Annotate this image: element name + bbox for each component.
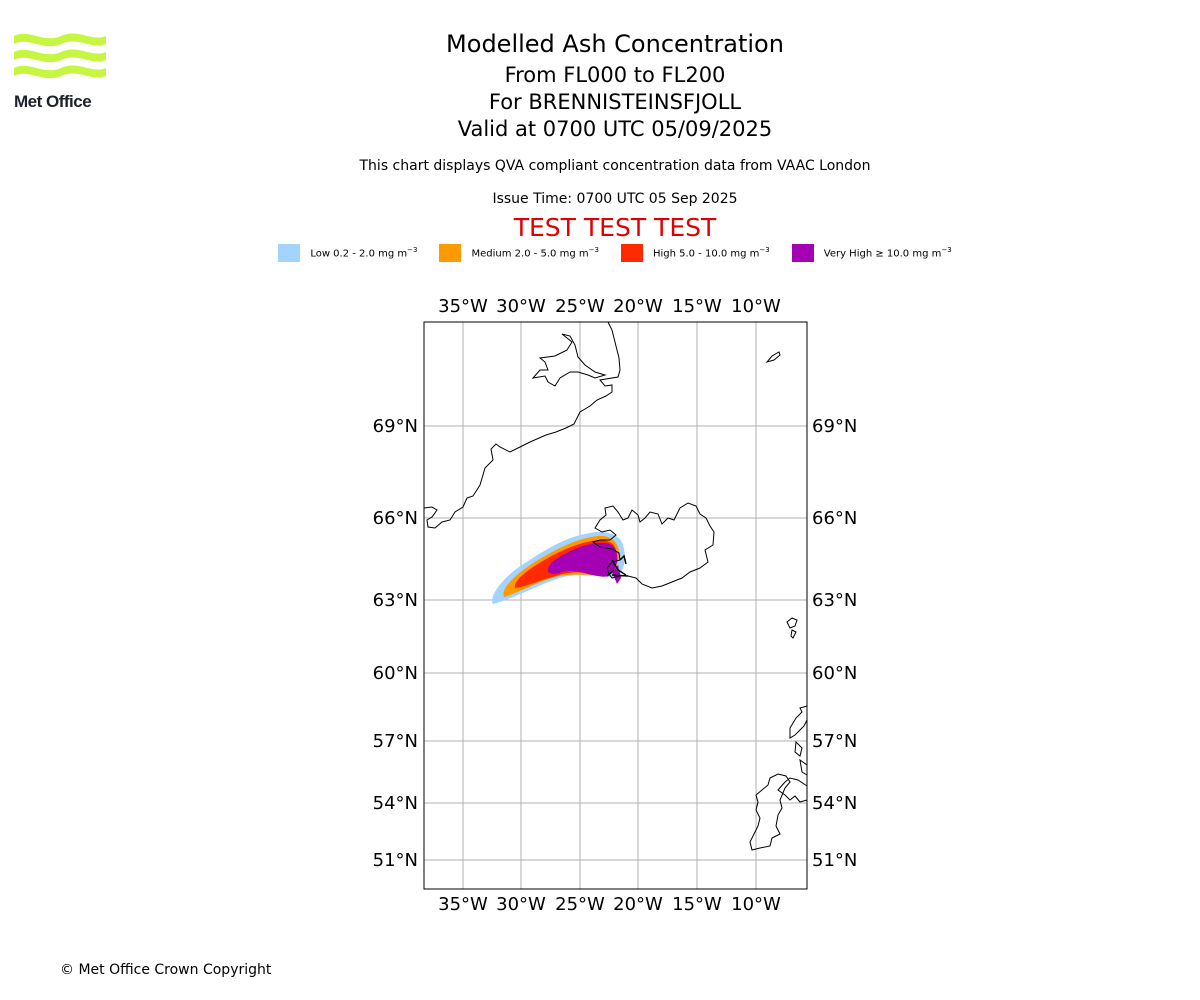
legend-swatch-low	[278, 244, 301, 262]
faroe-islands	[786, 617, 798, 639]
lat-labels-left: 69°N 66°N 63°N 60°N 57°N 54°N 51°N	[373, 416, 418, 871]
legend-item-low: Low 0.2 - 2.0 mg m−3	[278, 244, 417, 262]
jan-mayen	[765, 351, 781, 363]
logo-text: Met Office	[14, 92, 92, 111]
greenland-coast	[423, 321, 621, 529]
lon-label: 15°W	[672, 894, 722, 915]
map-frame	[423, 321, 808, 890]
lat-label: 66°N	[812, 508, 857, 529]
lon-label: 25°W	[555, 296, 605, 317]
volcano-name: For BRENNISTEINSFJOLL	[488, 90, 742, 114]
volcano-marker	[606, 554, 629, 577]
plume-very-high	[548, 542, 618, 577]
met-office-logo: Met Office	[14, 30, 109, 112]
lon-label: 25°W	[555, 894, 605, 915]
lon-label: 35°W	[438, 894, 488, 915]
legend-item-high: High 5.0 - 10.0 mg m−3	[620, 244, 770, 262]
lon-label: 20°W	[613, 894, 663, 915]
lon-label: 10°W	[731, 296, 781, 317]
lat-label: 63°N	[812, 590, 857, 611]
lat-label: 60°N	[812, 663, 857, 684]
lon-label: 30°W	[496, 296, 546, 317]
lat-label: 51°N	[373, 850, 418, 871]
lat-label: 63°N	[373, 590, 418, 611]
met-office-wave-icon	[14, 33, 106, 79]
legend: Low 0.2 - 2.0 mg m−3 Medium 2.0 - 5.0 mg…	[0, 244, 1200, 262]
lon-label: 30°W	[496, 894, 546, 915]
legend-label-medium: Medium 2.0 - 5.0 mg m	[471, 248, 589, 260]
lat-label: 51°N	[812, 850, 857, 871]
lat-label: 54°N	[812, 793, 857, 814]
lon-label: 20°W	[613, 296, 663, 317]
lat-label: 66°N	[373, 508, 418, 529]
legend-swatch-high	[620, 244, 643, 262]
iceland-coast	[591, 502, 715, 589]
compliance-subtitle: This chart displays QVA compliant concen…	[359, 158, 871, 174]
lon-label: 35°W	[438, 296, 488, 317]
lat-labels-right: 69°N 66°N 63°N 60°N 57°N 54°N 51°N	[812, 416, 857, 871]
ash-plume	[492, 532, 625, 604]
legend-label-low: Low 0.2 - 2.0 mg m	[310, 248, 408, 260]
lat-label: 69°N	[812, 416, 857, 437]
legend-label-high: High 5.0 - 10.0 mg m	[652, 248, 760, 260]
lat-label: 54°N	[373, 793, 418, 814]
copyright-notice: © Met Office Crown Copyright	[60, 962, 272, 978]
flight-levels: From FL000 to FL200	[504, 63, 726, 87]
lat-label: 60°N	[373, 663, 418, 684]
lon-labels-bottom: 35°W 30°W 25°W 20°W 15°W 10°W	[438, 894, 781, 915]
legend-item-medium: Medium 2.0 - 5.0 mg m−3	[439, 244, 599, 262]
issue-time: Issue Time: 0700 UTC 05 Sep 2025	[492, 191, 738, 207]
lat-label: 57°N	[812, 731, 857, 752]
greenland-fjord	[531, 333, 607, 387]
lon-labels-top: 35°W 30°W 25°W 20°W 15°W 10°W	[438, 296, 781, 317]
legend-swatch-very-high	[791, 244, 814, 262]
lon-label: 15°W	[672, 296, 722, 317]
map-gridlines	[424, 322, 807, 889]
coastlines	[423, 321, 808, 851]
legend-swatch-medium	[439, 244, 462, 262]
valid-time: Valid at 0700 UTC 05/09/2025	[457, 117, 773, 141]
legend-item-very-high: Very High ≥ 10.0 mg m−3	[791, 244, 952, 262]
lon-label: 10°W	[731, 894, 781, 915]
ireland-coast	[749, 773, 791, 851]
lat-label: 69°N	[373, 416, 418, 437]
test-banner: TEST TEST TEST	[513, 213, 717, 242]
lat-label: 57°N	[373, 731, 418, 752]
gb-coast	[777, 777, 808, 803]
chart-title: Modelled Ash Concentration	[446, 30, 784, 58]
legend-label-very-high: Very High ≥ 10.0 mg m	[823, 248, 942, 260]
